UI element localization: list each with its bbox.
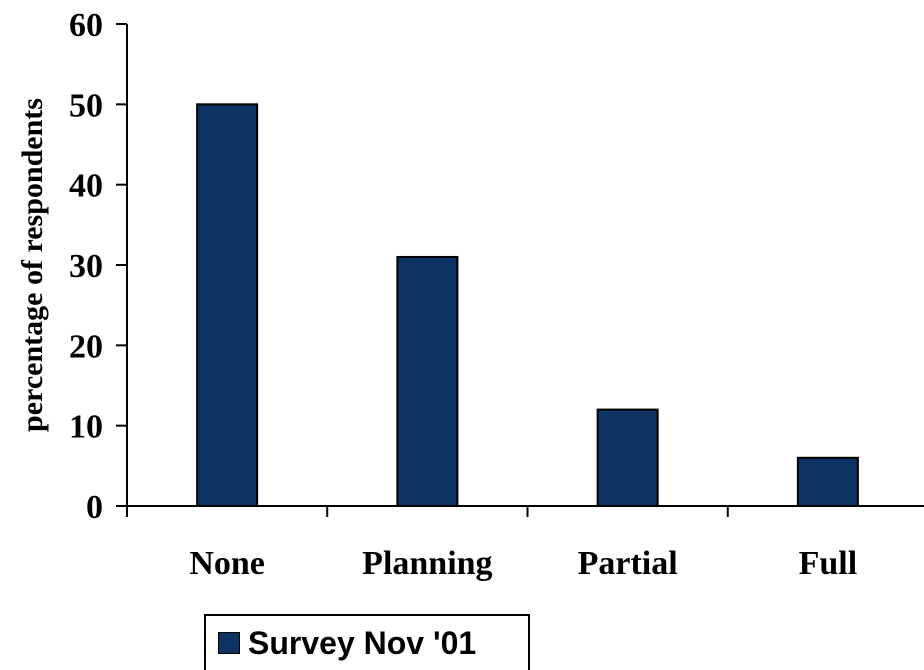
- x-axis-ticks: None Planning Partial Full: [126, 506, 858, 582]
- y-tick-label: 0: [86, 489, 103, 526]
- bar-partial: [596, 408, 659, 508]
- bar-full: [796, 456, 859, 507]
- x-category-label: None: [189, 545, 265, 582]
- x-category-label: Full: [799, 545, 858, 582]
- x-category-label: Partial: [578, 545, 678, 582]
- bar-none: [196, 103, 259, 507]
- bars: [196, 103, 859, 508]
- y-axis-title: percentage of respondents: [16, 98, 49, 432]
- y-tick-label: 20: [69, 328, 103, 365]
- y-tick-label: 50: [69, 87, 103, 124]
- legend-swatch: [218, 632, 240, 654]
- y-tick-label: 60: [69, 7, 103, 44]
- bar-chart: percentage of respondents 0102030405060 …: [16, 7, 924, 582]
- legend: Survey Nov '01: [204, 614, 530, 670]
- y-tick-label: 10: [69, 409, 103, 446]
- legend-label: Survey Nov '01: [248, 624, 477, 661]
- y-tick-label: 30: [69, 248, 103, 285]
- x-category-label: Planning: [362, 545, 492, 582]
- y-axis-ticks: 0 10 20 30 40 50 60: [69, 7, 127, 526]
- bar-planning: [396, 255, 459, 508]
- y-tick-label: 40: [69, 168, 103, 205]
